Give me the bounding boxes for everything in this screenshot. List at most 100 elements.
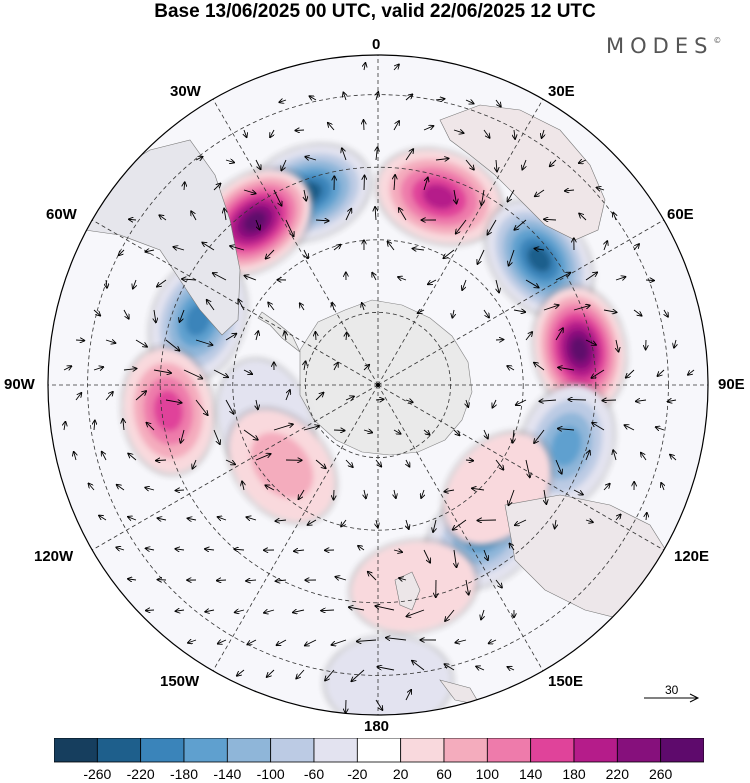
wind-arrow bbox=[393, 64, 399, 71]
wind-arrow bbox=[268, 302, 275, 311]
wind-arrow bbox=[465, 460, 473, 461]
lon-label-90e: 90E bbox=[718, 376, 745, 393]
wind-arrow bbox=[305, 639, 317, 646]
colorbar-tick-label: 220 bbox=[605, 766, 630, 782]
wind-arrow bbox=[602, 400, 617, 401]
wind-arrow bbox=[507, 189, 515, 202]
wind-arrow bbox=[423, 429, 430, 435]
anomaly-cell bbox=[121, 346, 216, 476]
wind-arrow bbox=[279, 100, 287, 102]
wind-arrow bbox=[586, 451, 590, 461]
wind-arrow bbox=[205, 549, 215, 550]
wind-arrow bbox=[513, 429, 514, 443]
wind-arrow bbox=[489, 640, 497, 643]
wind-arrow bbox=[428, 279, 437, 284]
wind-arrow bbox=[192, 459, 196, 469]
colorbar-swatch bbox=[96, 738, 142, 763]
wind-arrow bbox=[267, 669, 275, 677]
wind-arrow bbox=[146, 423, 155, 431]
map-title: Base 13/06/2025 00 UTC, valid 22/06/2025… bbox=[154, 1, 596, 22]
wind-arrow bbox=[585, 339, 596, 345]
wind-arrow bbox=[296, 669, 305, 679]
wind-arrow bbox=[128, 517, 137, 520]
wind-arrow bbox=[405, 94, 412, 101]
colorbar-swatch bbox=[616, 738, 662, 763]
wind-arrow bbox=[674, 339, 676, 348]
wind-arrow bbox=[266, 249, 275, 259]
wind-arrow bbox=[656, 427, 665, 430]
wind-arrow bbox=[372, 273, 376, 281]
wind-arrow bbox=[243, 189, 256, 193]
wind-arrow bbox=[465, 159, 474, 170]
wind-arrow bbox=[558, 367, 575, 370]
wind-arrow bbox=[421, 489, 424, 498]
wind-arrow bbox=[146, 548, 155, 550]
wind-arrow bbox=[613, 450, 616, 461]
wind-arrow bbox=[481, 189, 484, 205]
wind-arrow bbox=[303, 426, 319, 431]
wind-arrow bbox=[435, 99, 444, 100]
wind-arrow bbox=[358, 546, 365, 550]
colorbar-swatch bbox=[660, 738, 704, 763]
wind-arrow bbox=[454, 189, 456, 203]
wind-arrow bbox=[244, 276, 257, 281]
graticule bbox=[48, 55, 708, 715]
lon-label-60w: 60W bbox=[46, 206, 77, 223]
wind-arrow bbox=[225, 459, 235, 464]
wind-arrow bbox=[173, 247, 185, 250]
wind-arrow bbox=[157, 518, 167, 520]
wind-arrow bbox=[362, 303, 364, 311]
colorbar-swatch bbox=[270, 738, 315, 763]
wind-arrow bbox=[646, 513, 647, 521]
wind-arrow bbox=[342, 148, 347, 161]
wind-arrow bbox=[377, 667, 395, 671]
wind-arrow bbox=[453, 130, 464, 133]
wind-arrow bbox=[495, 459, 503, 470]
wind-arrow bbox=[534, 363, 545, 371]
wind-arrow bbox=[516, 399, 527, 405]
wind-arrow bbox=[146, 610, 155, 611]
wind-arrow bbox=[508, 489, 515, 505]
wind-arrow bbox=[565, 190, 575, 191]
wind-arrow bbox=[386, 638, 407, 640]
wind-arrow bbox=[188, 518, 197, 520]
wind-arrow bbox=[444, 664, 455, 671]
wind-arrow bbox=[615, 277, 625, 280]
wind-arrow bbox=[213, 429, 220, 444]
wind-arrow bbox=[522, 159, 526, 170]
wind-arrow bbox=[507, 366, 515, 370]
wind-arrow bbox=[597, 188, 605, 190]
wind-arrow bbox=[664, 309, 668, 317]
wind-arrow bbox=[573, 489, 583, 495]
wind-arrow bbox=[345, 459, 353, 467]
wind-arrow bbox=[349, 607, 365, 610]
wind-arrow bbox=[364, 63, 365, 71]
wind-arrow bbox=[270, 129, 274, 137]
wind-arrow bbox=[285, 390, 290, 401]
brand-mark: © bbox=[713, 36, 722, 45]
wind-arrow bbox=[234, 549, 245, 550]
colorbar-swatch bbox=[443, 738, 488, 763]
wind-arrow bbox=[182, 279, 197, 280]
wind-arrow bbox=[423, 178, 428, 191]
meridian-line bbox=[212, 384, 379, 671]
wind-arrow bbox=[74, 452, 76, 461]
wind-arrow bbox=[453, 429, 459, 435]
wind-arrow bbox=[418, 310, 425, 313]
wind-arrow bbox=[304, 249, 308, 258]
wind-arrow bbox=[496, 279, 499, 292]
wind-arrow bbox=[376, 519, 378, 527]
wind-arrow bbox=[133, 279, 136, 289]
wind-arrow bbox=[224, 209, 226, 221]
wind-arrow bbox=[328, 123, 335, 131]
wind-arrow bbox=[145, 488, 155, 490]
wind-arrow bbox=[466, 399, 468, 407]
wind-arrow bbox=[308, 519, 317, 525]
meridian-line bbox=[377, 384, 544, 671]
colorbar-tick-label: -260 bbox=[83, 766, 112, 782]
wind-arrow bbox=[213, 369, 228, 377]
wind-arrow bbox=[443, 249, 455, 258]
wind-arrow bbox=[230, 246, 245, 251]
wind-arrow bbox=[145, 250, 155, 252]
wind-arrow bbox=[534, 429, 545, 443]
